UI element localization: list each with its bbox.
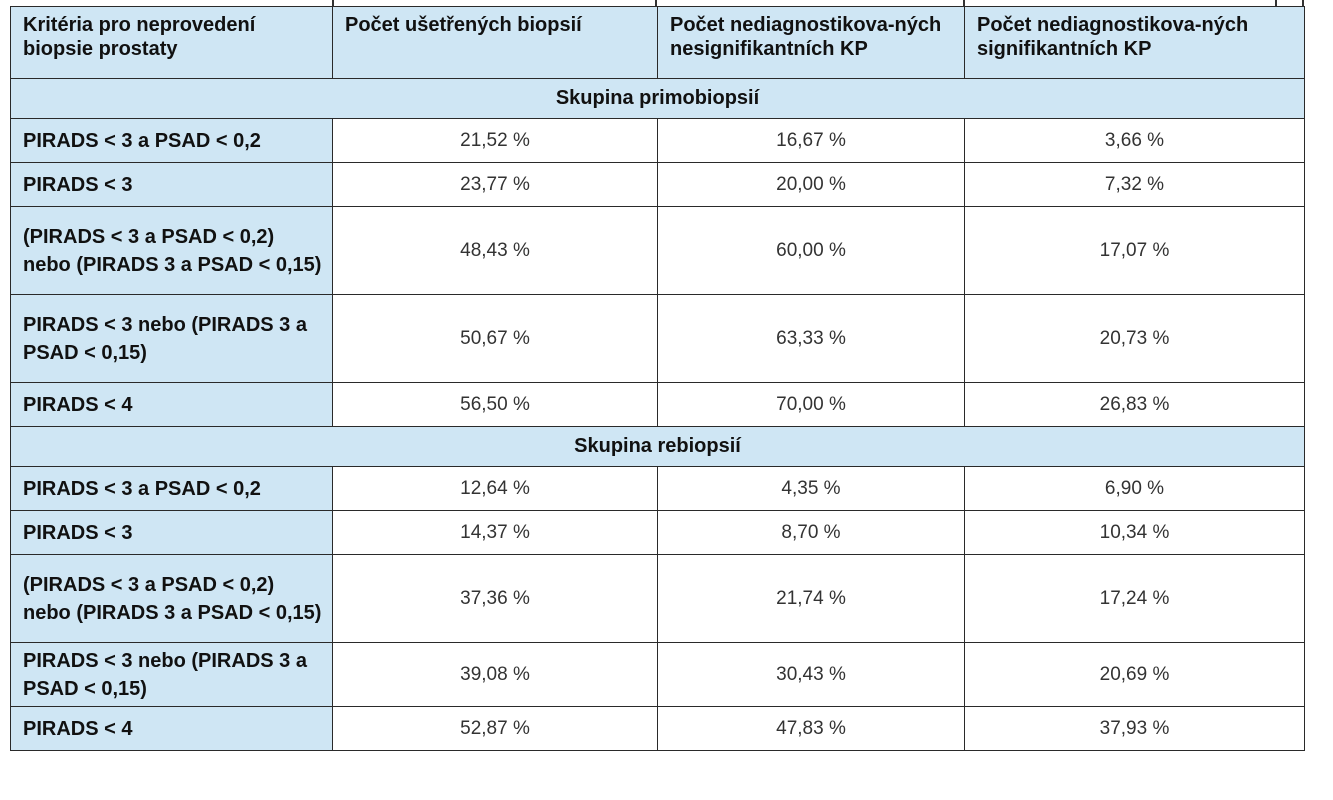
sig-cell: 37,93 % (964, 706, 1305, 751)
saved-cell: 14,37 % (332, 510, 658, 555)
saved-cell: 21,52 % (332, 118, 658, 163)
header-criteria: Kritéria pro neprovedení biopsie prostat… (10, 6, 333, 79)
header-nonsignificant-kp: Počet nediagnostikova-ných nesignifikant… (657, 6, 965, 79)
nonsig-cell: 8,70 % (657, 510, 965, 555)
sig-cell: 6,90 % (964, 466, 1305, 511)
group-title: Skupina primobiopsií (10, 78, 1305, 119)
saved-cell: 12,64 % (332, 466, 658, 511)
table-row: PIRADS < 4 52,87 % 47,83 % 37,93 % (10, 706, 1305, 751)
sig-cell: 26,83 % (964, 382, 1305, 427)
table-row: (PIRADS < 3 a PSAD < 0,2) nebo (PIRADS 3… (10, 206, 1305, 295)
sig-cell: 7,32 % (964, 162, 1305, 207)
sig-cell: 20,69 % (964, 642, 1305, 707)
saved-cell: 37,36 % (332, 554, 658, 643)
group-row: Skupina rebiopsií (10, 426, 1305, 467)
nonsig-cell: 60,00 % (657, 206, 965, 295)
page-top-edge (0, 0, 1333, 6)
criteria-cell: PIRADS < 3 a PSAD < 0,2 (10, 466, 333, 511)
sig-cell: 20,73 % (964, 294, 1305, 383)
table-row: PIRADS < 3 nebo (PIRADS 3 a PSAD < 0,15)… (10, 642, 1305, 707)
sig-cell: 17,07 % (964, 206, 1305, 295)
results-table: Kritéria pro neprovedení biopsie prostat… (10, 6, 1305, 751)
table-row: PIRADS < 3 nebo (PIRADS 3 a PSAD < 0,15)… (10, 294, 1305, 383)
group-row: Skupina primobiopsií (10, 78, 1305, 119)
criteria-cell: PIRADS < 4 (10, 706, 333, 751)
sig-cell: 17,24 % (964, 554, 1305, 643)
saved-cell: 56,50 % (332, 382, 658, 427)
saved-cell: 52,87 % (332, 706, 658, 751)
table-row: PIRADS < 4 56,50 % 70,00 % 26,83 % (10, 382, 1305, 427)
table-row: PIRADS < 3 23,77 % 20,00 % 7,32 % (10, 162, 1305, 207)
criteria-cell: PIRADS < 3 a PSAD < 0,2 (10, 118, 333, 163)
criteria-cell: PIRADS < 4 (10, 382, 333, 427)
header-significant-kp: Počet nediagnostikova-ných signifikantní… (964, 6, 1305, 79)
header-row: Kritéria pro neprovedení biopsie prostat… (10, 6, 1305, 79)
criteria-cell: PIRADS < 3 (10, 162, 333, 207)
table-row: PIRADS < 3 a PSAD < 0,2 21,52 % 16,67 % … (10, 118, 1305, 163)
criteria-cell: PIRADS < 3 nebo (PIRADS 3 a PSAD < 0,15) (10, 294, 333, 383)
sig-cell: 10,34 % (964, 510, 1305, 555)
nonsig-cell: 63,33 % (657, 294, 965, 383)
table-row: PIRADS < 3 14,37 % 8,70 % 10,34 % (10, 510, 1305, 555)
criteria-cell: (PIRADS < 3 a PSAD < 0,2) nebo (PIRADS 3… (10, 554, 333, 643)
nonsig-cell: 21,74 % (657, 554, 965, 643)
criteria-cell: (PIRADS < 3 a PSAD < 0,2) nebo (PIRADS 3… (10, 206, 333, 295)
criteria-cell: PIRADS < 3 (10, 510, 333, 555)
saved-cell: 23,77 % (332, 162, 658, 207)
saved-cell: 48,43 % (332, 206, 658, 295)
nonsig-cell: 30,43 % (657, 642, 965, 707)
nonsig-cell: 20,00 % (657, 162, 965, 207)
saved-cell: 50,67 % (332, 294, 658, 383)
criteria-cell: PIRADS < 3 nebo (PIRADS 3 a PSAD < 0,15) (10, 642, 333, 707)
header-saved-biopsies: Počet ušetřených biopsií (332, 6, 658, 79)
nonsig-cell: 16,67 % (657, 118, 965, 163)
saved-cell: 39,08 % (332, 642, 658, 707)
table-row: PIRADS < 3 a PSAD < 0,2 12,64 % 4,35 % 6… (10, 466, 1305, 511)
nonsig-cell: 4,35 % (657, 466, 965, 511)
sig-cell: 3,66 % (964, 118, 1305, 163)
nonsig-cell: 47,83 % (657, 706, 965, 751)
group-title: Skupina rebiopsií (10, 426, 1305, 467)
table-row: (PIRADS < 3 a PSAD < 0,2) nebo (PIRADS 3… (10, 554, 1305, 643)
nonsig-cell: 70,00 % (657, 382, 965, 427)
